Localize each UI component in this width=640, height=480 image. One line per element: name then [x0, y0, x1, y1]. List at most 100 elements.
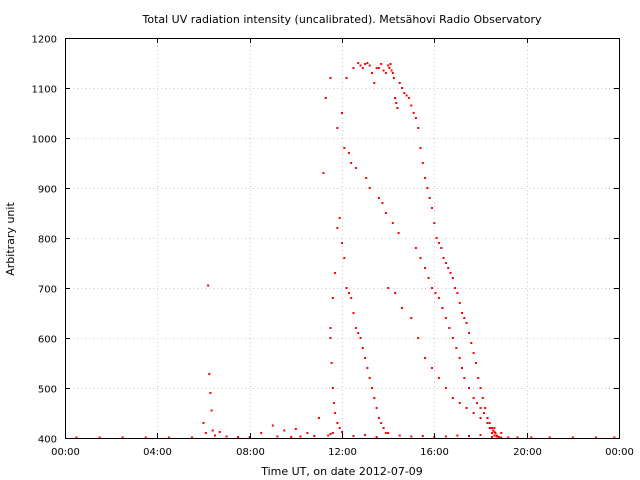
data-point	[290, 436, 293, 438]
data-point	[474, 362, 477, 364]
data-point	[276, 435, 279, 438]
data-point	[294, 428, 297, 430]
data-point	[208, 373, 211, 375]
data-point	[384, 432, 387, 434]
data-point	[479, 387, 482, 389]
data-point	[476, 402, 478, 404]
data-point	[394, 97, 397, 99]
y-tick-labels: 400 500 600 700 800 900 1000 1100 1200	[32, 35, 57, 446]
data-point	[594, 436, 597, 439]
y-tick-label: 900	[38, 185, 57, 196]
y-tick-label: 400	[38, 435, 57, 446]
data-point	[405, 94, 408, 97]
data-point	[465, 322, 468, 324]
data-point	[451, 397, 454, 399]
data-point	[330, 362, 333, 364]
data-point	[371, 387, 373, 389]
data-point	[357, 62, 360, 64]
y-tick-label: 700	[38, 285, 57, 296]
data-point	[373, 82, 376, 84]
data-point	[465, 407, 468, 409]
data-point	[477, 377, 480, 379]
data-point	[548, 436, 551, 439]
data-point	[494, 432, 497, 434]
data-point	[447, 267, 450, 269]
data-point	[397, 232, 400, 234]
x-tick-label: 04:00	[143, 447, 172, 458]
data-point	[283, 429, 286, 432]
data-point	[486, 417, 489, 419]
data-point	[395, 102, 398, 104]
data-point	[392, 77, 395, 79]
data-point	[491, 432, 493, 434]
data-point	[359, 64, 362, 67]
data-point	[382, 427, 385, 429]
y-tick-label: 800	[38, 235, 57, 246]
data-point	[398, 82, 401, 84]
data-point	[338, 217, 341, 219]
x-tick-label: 20:00	[513, 447, 542, 458]
data-point	[338, 427, 341, 429]
data-point	[144, 436, 147, 439]
data-point	[98, 436, 101, 439]
data-point	[357, 332, 360, 334]
x-tick-label: 08:00	[236, 447, 265, 458]
data-point	[458, 357, 461, 359]
data-point	[377, 417, 380, 419]
data-point	[434, 292, 437, 294]
data-point	[412, 112, 415, 114]
data-point	[493, 427, 496, 429]
data-point	[571, 436, 574, 439]
data-point	[381, 202, 384, 204]
data-point	[387, 432, 390, 434]
data-point	[495, 434, 498, 437]
grid-layer	[65, 38, 619, 438]
data-point	[493, 431, 496, 433]
data-point	[366, 62, 369, 64]
data-point	[347, 152, 350, 154]
data-point	[327, 434, 330, 437]
data-point	[371, 72, 373, 74]
data-point	[391, 72, 394, 74]
data-point	[211, 429, 214, 432]
data-point	[336, 227, 339, 229]
data-point	[437, 297, 440, 299]
data-point	[484, 407, 487, 409]
data-point	[442, 257, 445, 259]
data-point	[472, 352, 475, 354]
data-point	[419, 257, 422, 259]
data-point	[444, 435, 447, 438]
data-point	[483, 412, 485, 414]
data-point	[121, 436, 124, 439]
data-point	[341, 242, 343, 244]
data-point	[437, 242, 440, 244]
data-point	[451, 337, 454, 339]
data-point	[456, 292, 459, 294]
data-point	[343, 257, 346, 259]
data-point	[491, 436, 493, 438]
data-point	[424, 267, 427, 269]
data-point	[433, 222, 436, 224]
data-point	[341, 431, 343, 433]
data-point	[384, 212, 387, 214]
data-point	[421, 162, 424, 164]
data-point	[204, 432, 207, 434]
data-point	[361, 67, 364, 69]
data-point	[401, 307, 403, 309]
data-point	[414, 117, 417, 119]
data-point	[488, 427, 491, 429]
data-point	[454, 287, 457, 289]
data-point	[322, 172, 325, 174]
data-point	[449, 272, 452, 274]
data-point	[331, 387, 334, 389]
data-point	[391, 222, 394, 224]
y-tick-label: 1000	[32, 135, 57, 146]
data-point	[468, 332, 470, 334]
data-point	[384, 72, 387, 74]
data-point	[426, 187, 429, 189]
data-point	[364, 357, 367, 359]
data-point	[332, 402, 335, 404]
data-point	[352, 312, 355, 314]
data-point	[375, 67, 378, 69]
data-point	[492, 429, 495, 432]
